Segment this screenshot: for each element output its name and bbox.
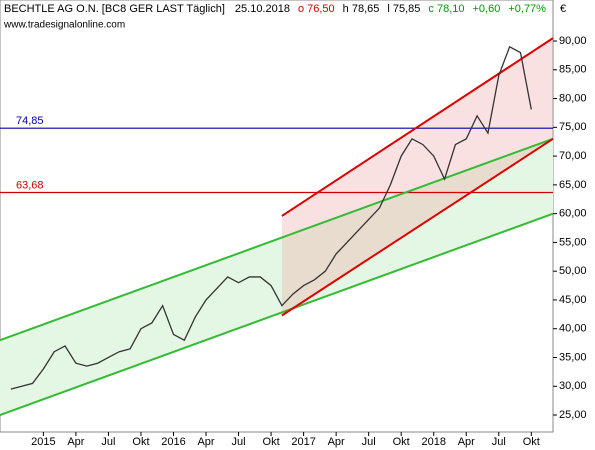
- x-tick-label: 2018: [421, 436, 445, 448]
- x-tick-label: Apr: [67, 436, 84, 448]
- x-tick-label: Jul: [101, 436, 115, 448]
- fills: [0, 38, 553, 416]
- y-tick-label: 75,00: [559, 121, 587, 133]
- x-tick-label: Jul: [232, 436, 246, 448]
- y-tick-label: 65,00: [559, 179, 587, 191]
- trend-line: [281, 37, 554, 217]
- y-tick-label: 30,00: [559, 380, 587, 392]
- y-unit: €: [560, 3, 566, 15]
- y-tick-label: 45,00: [559, 294, 587, 306]
- y-tick-label: 85,00: [559, 64, 587, 76]
- header-value: h 78,65: [343, 3, 380, 15]
- level-label: 74,85: [16, 115, 44, 127]
- x-tick-label: 2016: [161, 436, 185, 448]
- channel-fill: [281, 38, 553, 316]
- header-value: c 78,10: [428, 3, 464, 15]
- header-value: l 75,85: [387, 3, 420, 15]
- trend-line: [0, 137, 554, 342]
- trend-line: [0, 212, 554, 416]
- y-tick-label: 35,00: [559, 351, 587, 363]
- x-tick-label: Jul: [492, 436, 506, 448]
- header-value: o 76,50: [298, 3, 335, 15]
- x-tick-label: Apr: [197, 436, 214, 448]
- y-tick-label: 50,00: [559, 265, 587, 277]
- price-line: [10, 45, 532, 390]
- x-tick-label: 2017: [291, 436, 315, 448]
- header-value: +0,77%: [508, 3, 546, 15]
- chart-title: BECHTLE AG O.N. [BC8 GER LAST Täglich]: [4, 3, 225, 15]
- y-tick-label: 80,00: [559, 92, 587, 104]
- x-tick-label: Apr: [458, 436, 475, 448]
- x-tick-label: Okt: [263, 436, 280, 448]
- y-tick-label: 40,00: [559, 323, 587, 335]
- x-tick-label: Jul: [362, 436, 376, 448]
- channel-fill: [0, 138, 553, 416]
- y-tick-label: 55,00: [559, 236, 587, 248]
- x-tick-label: Okt: [393, 436, 410, 448]
- y-tick-label: 25,00: [559, 409, 587, 421]
- trend-line: [281, 138, 554, 317]
- y-tick-label: 90,00: [559, 35, 587, 47]
- header-value: +0,60: [473, 3, 501, 15]
- x-tick-label: Okt: [523, 436, 540, 448]
- y-tick-label: 70,00: [559, 150, 587, 162]
- header-value: 25.10.2018: [235, 3, 290, 15]
- x-tick-label: 2015: [31, 436, 55, 448]
- y-tick-label: 60,00: [559, 208, 587, 220]
- level-label: 63,68: [16, 179, 44, 191]
- subtitle: www.tradesignalonline.com: [3, 20, 125, 31]
- x-tick-label: Apr: [328, 436, 345, 448]
- x-tick-label: Okt: [132, 436, 149, 448]
